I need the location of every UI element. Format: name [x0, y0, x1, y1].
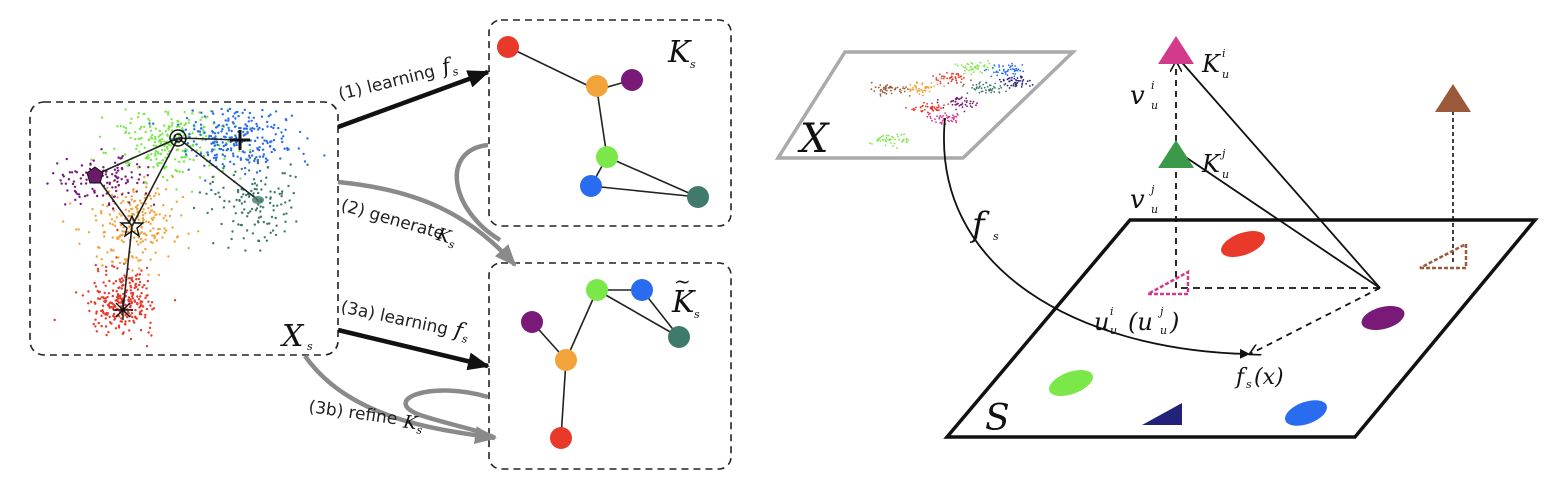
skeleton-graph-box	[488, 19, 732, 227]
u-paren-label: (u	[1128, 308, 1153, 336]
key-j-label: K	[1201, 150, 1222, 178]
refined-graph-label: K	[671, 285, 696, 320]
u-label: u	[1094, 308, 1109, 336]
arrow-generate-feedback	[454, 142, 502, 242]
step3b-sym-sub: s	[416, 423, 424, 437]
step3b-label: (3b) refine	[307, 397, 398, 429]
v-i-label: v	[1130, 81, 1145, 111]
target-space-clusters	[1049, 231, 1405, 426]
refined-graph-label-sub: s	[694, 308, 700, 321]
source-label: X	[280, 319, 305, 354]
key-i-label: K	[1201, 50, 1222, 78]
target-space-plane	[943, 218, 1539, 439]
step3a-fn-sub: s	[461, 332, 470, 346]
key-triangles	[1158, 36, 1471, 168]
v-i-sub: u	[1151, 99, 1158, 112]
source-skeleton-markers	[86, 129, 264, 320]
v-i-sup: i	[1151, 79, 1155, 92]
u-sup: i	[1110, 305, 1114, 318]
source-skeleton	[94, 137, 259, 311]
key-j-sup: j	[1219, 147, 1226, 160]
arrow-learning	[337, 69, 490, 130]
u-sub: u	[1110, 324, 1117, 337]
mapping-arrow	[943, 117, 1250, 359]
skeleton-graph-nodes	[497, 36, 709, 208]
arrow-learning-refined	[337, 327, 490, 371]
u-paren-close: )	[1169, 308, 1179, 336]
v-j-sup: j	[1148, 183, 1155, 196]
arrow-generate	[337, 179, 517, 267]
mapping-label: f	[969, 205, 990, 245]
input-space-label: X	[797, 116, 830, 162]
target-space-label: S	[985, 398, 1010, 439]
step2-sym-sub: s	[447, 238, 456, 252]
embedding-label-sub: s	[1246, 378, 1252, 391]
refined-graph-box	[488, 262, 732, 470]
refined-graph-nodes	[521, 279, 690, 449]
key-i-sup: i	[1222, 47, 1226, 60]
embedding-label-arg: (x)	[1254, 365, 1284, 390]
v-j-sub: u	[1151, 203, 1158, 216]
key-j-sub: u	[1222, 168, 1229, 181]
input-space-plane	[774, 50, 1078, 160]
source-label-sub: s	[307, 340, 313, 353]
arrow-refine-feedback	[403, 388, 497, 441]
source-data-box	[29, 101, 339, 356]
skeleton-graph-label-sub: s	[690, 58, 696, 71]
arrow-refine	[303, 354, 497, 445]
key-i-sub: u	[1222, 68, 1229, 81]
refined-graph-edges	[531, 289, 680, 439]
u-paren-sub: u	[1160, 324, 1167, 337]
projection-lines	[1176, 57, 1454, 354]
step1-fn-sub: s	[451, 65, 460, 79]
skeleton-graph-label: K	[667, 35, 692, 70]
v-j-label: v	[1130, 185, 1145, 215]
mapping-label-sub: s	[993, 230, 999, 243]
step3b-sym: K	[401, 411, 420, 434]
refined-graph-tilde: ~	[674, 269, 691, 293]
input-space-scatter	[869, 60, 1034, 150]
projection-markers	[1147, 241, 1468, 296]
u-paren-sup: j	[1157, 305, 1164, 318]
